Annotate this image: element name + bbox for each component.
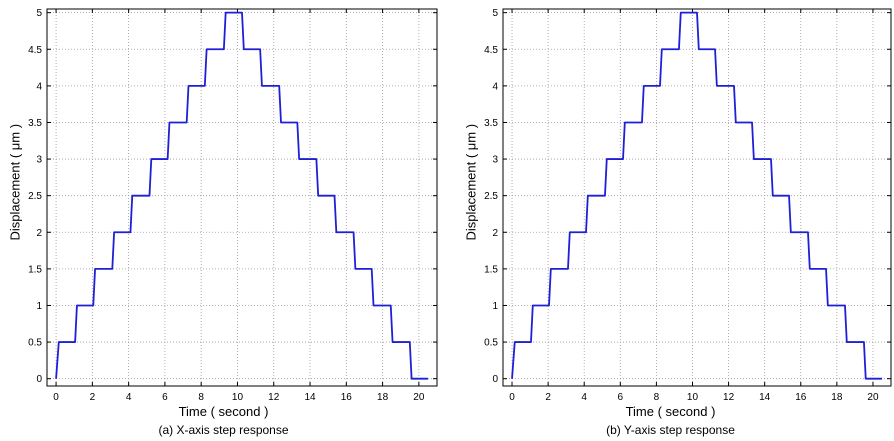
x-tick-label: 16	[341, 392, 353, 403]
y-tick-label: 1	[36, 301, 42, 312]
x-tick-label: 20	[867, 392, 879, 403]
x-tick-label: 4	[581, 392, 587, 403]
x-tick-label: 20	[413, 392, 425, 403]
y-tick-label: 0	[36, 374, 42, 385]
y-tick-label: 3	[36, 155, 42, 166]
y-tick-label: 0.5	[28, 338, 42, 349]
chart-caption: (b) Y-axis step response	[606, 423, 735, 437]
y-tick-label: 5	[492, 8, 498, 19]
x-tick-label: 16	[795, 392, 807, 403]
chart-panel-x-axis: 0 2 4 6 8 10 12 14 16 18 20 0 0.5 1 1.5 2 2.5 3 3.5 4 4.5 5 D…	[7, 8, 438, 437]
y-tick-label: 1	[492, 301, 498, 312]
y-tick-label: 3.5	[484, 118, 498, 129]
y-tick-label: 1.5	[28, 264, 42, 275]
chart-x-axis-step-response: 0 2 4 6 8 10 12 14 16 18 20 0 0.5 1 1.5 2 2.5 3 3.5 4 4.5 5	[28, 8, 438, 403]
y-tick-label: 1.5	[484, 264, 498, 275]
x-tick-label: 0	[53, 392, 59, 403]
chart-y-axis-step-response: 0 2 4 6 8 10 12 14 16 18 20 0 0.5 1 1.5 2 2.5 3 3.5 4 4.5 5	[484, 8, 892, 403]
y-tick-label: 4.5	[28, 45, 42, 56]
y-tick-label: 4.5	[484, 45, 498, 56]
chart-panel-y-axis: 0 2 4 6 8 10 12 14 16 18 20 0 0.5 1 1.5 2 2.5 3 3.5 4 4.5 5 D…	[447, 0, 894, 441]
x-tick-label: 8	[198, 392, 204, 403]
axes-frame	[46, 8, 438, 387]
x-tick-label: 0	[509, 392, 515, 403]
axes-frame	[502, 8, 892, 387]
x-tick-label: 18	[377, 392, 389, 403]
y-tick-label: 2	[36, 228, 42, 239]
x-tick-label: 18	[831, 392, 843, 403]
x-tick-label: 14	[304, 392, 316, 403]
plot-area	[47, 9, 437, 386]
y-axis-label: Displacement ( μm )	[463, 123, 479, 241]
y-tick-label: 0.5	[484, 338, 498, 349]
x-tick-label: 6	[162, 392, 168, 403]
x-tick-label: 2	[90, 392, 96, 403]
y-tick-label: 3.5	[28, 118, 42, 129]
x-tick-label: 10	[232, 392, 244, 403]
series-line	[511, 11, 882, 380]
series-line	[55, 11, 428, 380]
x-tick-label: 4	[126, 392, 132, 403]
y-tick-label: 2	[492, 228, 498, 239]
x-tick-label: 12	[268, 392, 280, 403]
x-tick-label: 6	[618, 392, 624, 403]
y-tick-label: 2.5	[28, 191, 42, 202]
y-tick-label: 3	[492, 155, 498, 166]
y-tick-label: 0	[492, 374, 498, 385]
x-tick-label: 12	[723, 392, 735, 403]
plot-area	[503, 9, 891, 386]
y-tick-label: 5	[36, 8, 42, 19]
y-tick-label: 2.5	[484, 191, 498, 202]
chart-caption: (a) X-axis step response	[158, 423, 289, 437]
y-axis-label: Displacement ( μm )	[7, 123, 23, 241]
x-tick-label: 10	[687, 392, 699, 403]
x-tick-label: 14	[759, 392, 771, 403]
x-axis-label: Time ( second )	[625, 404, 716, 419]
y-tick-label: 4	[492, 81, 498, 92]
x-axis-label: Time ( second )	[178, 404, 269, 419]
x-tick-label: 2	[545, 392, 551, 403]
y-tick-label: 4	[36, 81, 42, 92]
x-tick-label: 8	[654, 392, 660, 403]
